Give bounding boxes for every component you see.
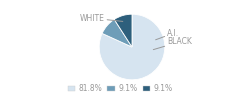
Wedge shape (102, 19, 132, 47)
Wedge shape (114, 14, 132, 47)
Text: A.I.: A.I. (156, 29, 180, 40)
Legend: 81.8%, 9.1%, 9.1%: 81.8%, 9.1%, 9.1% (65, 81, 175, 96)
Text: BLACK: BLACK (153, 37, 192, 50)
Text: WHITE: WHITE (79, 14, 123, 23)
Wedge shape (99, 14, 165, 80)
